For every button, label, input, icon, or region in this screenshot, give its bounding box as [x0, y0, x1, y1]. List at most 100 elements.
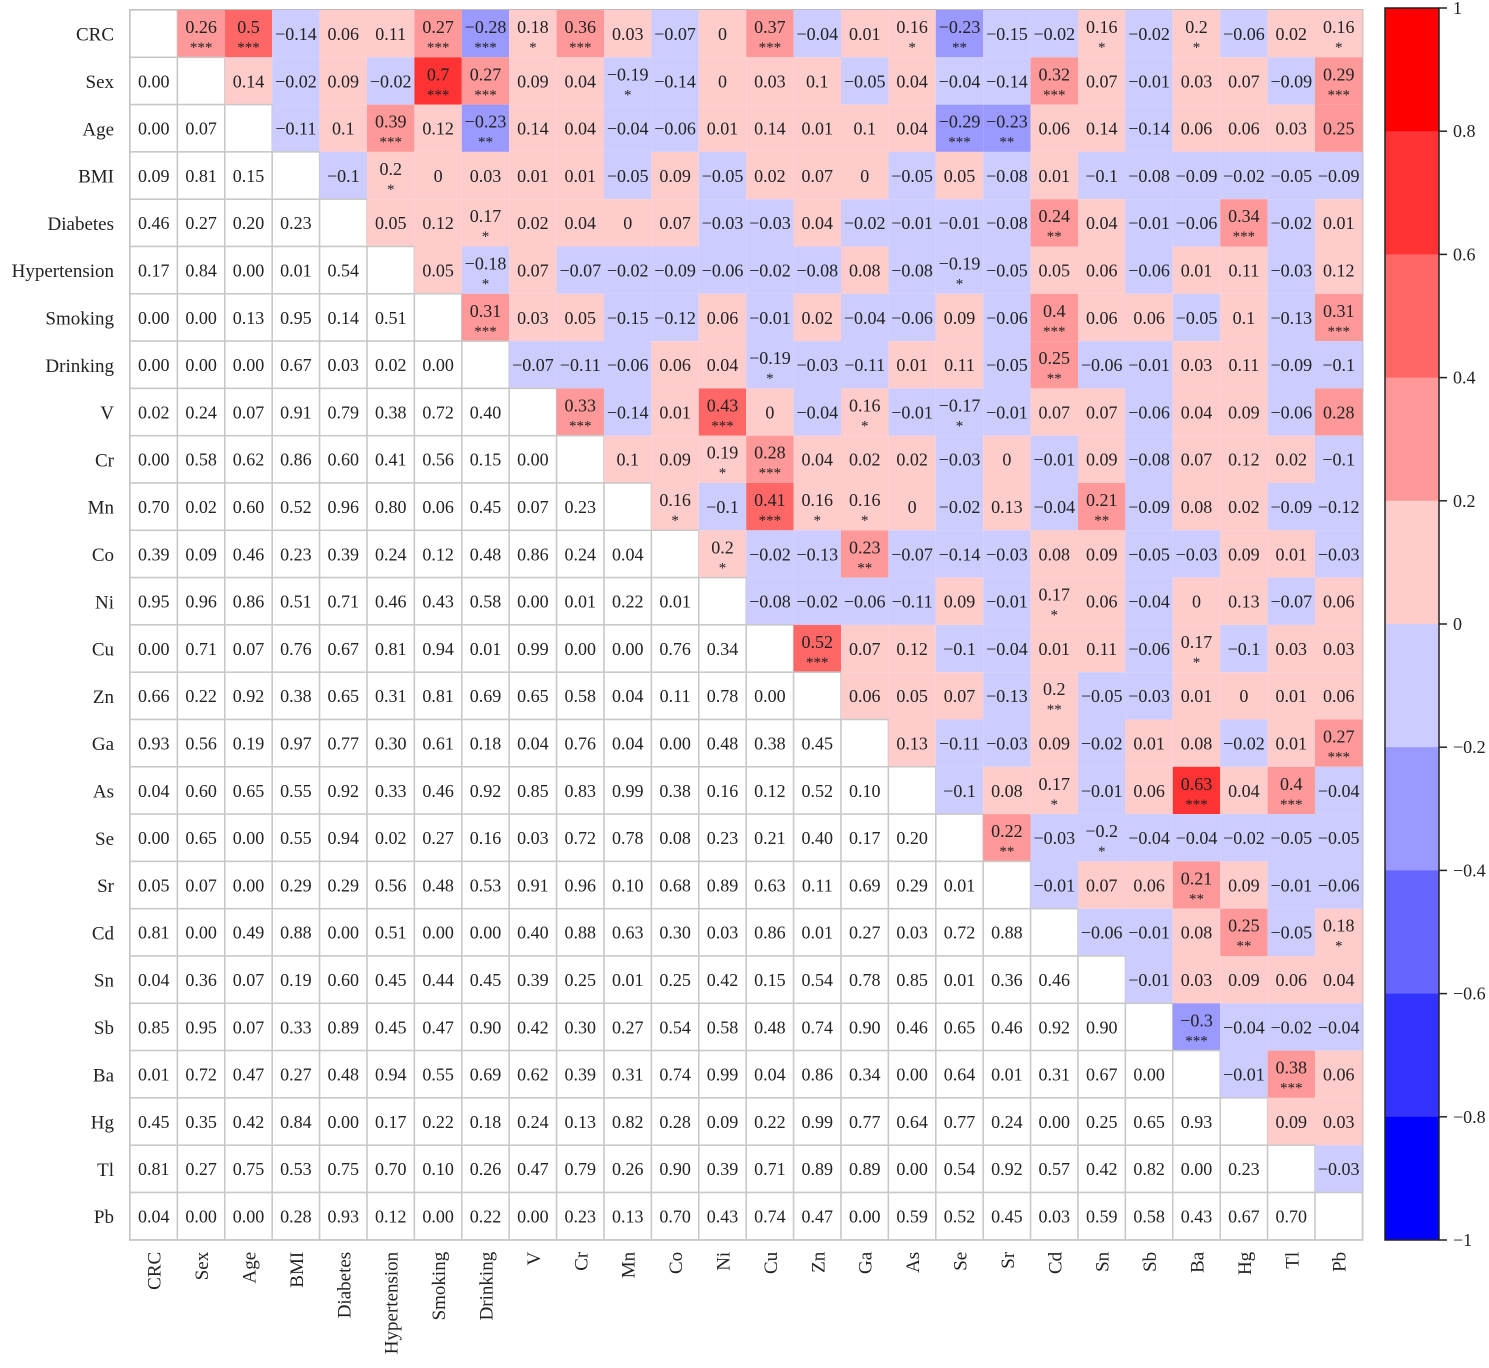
pvalue-Co-Age: 0.46	[233, 544, 265, 564]
pvalue-Ba-Hypertension: 0.94	[375, 1065, 407, 1085]
corr-value-Cr-Ba: 0.07	[1181, 450, 1213, 470]
corr-cell-CRC-Mn	[604, 10, 652, 58]
corr-value-Cr-Co: 0.09	[659, 450, 691, 470]
pvalue-cell-Cu-Drinking	[461, 624, 510, 673]
pvalue-Sb-BMI: 0.33	[280, 1017, 312, 1037]
corr-value-Hypertension-As: −0.08	[891, 261, 933, 281]
pvalue-cell-Tl-BMI	[271, 1144, 321, 1194]
corr-value-Zn-Hg: 0	[1239, 686, 1248, 706]
pvalue-Cu-BMI: 0.76	[280, 639, 312, 659]
pvalue-Pb-Sr: 0.45	[991, 1207, 1023, 1227]
pvalue-cell-Cd-Zn	[792, 907, 842, 957]
corr-value-Cr-Sr: 0	[1002, 450, 1011, 470]
row-label-Ga: Ga	[92, 734, 115, 755]
pvalue-cell-Mn-Smoking	[413, 482, 463, 532]
row-label-Sn: Sn	[94, 971, 115, 992]
pvalue-Hg-Co: 0.28	[659, 1112, 691, 1132]
pvalue-cell-As-Ni	[698, 766, 747, 815]
pvalue-Ga-BMI: 0.97	[280, 734, 312, 754]
corr-cell-Mn-As	[888, 483, 936, 531]
significance-mark-Sex-Mn: *	[624, 87, 632, 103]
pvalue-Smoking-CRC: 0.00	[138, 308, 170, 328]
pvalue-cell-Sb-BMI	[271, 1002, 321, 1052]
corr-value-V-Sb: −0.06	[1128, 402, 1170, 422]
corr-cell-Ga-Tl	[1267, 719, 1315, 767]
pvalue-Hg-Ba: 0.93	[1181, 1112, 1213, 1132]
pvalue-cell-Tl-Sb	[1124, 1144, 1174, 1194]
pvalue-cell-Cu-Sex	[176, 624, 226, 673]
pvalue-cell-Cu-Mn	[603, 624, 653, 673]
pvalue-As-Ga: 0.10	[849, 781, 881, 801]
corr-value-Ni-Hg: 0.13	[1228, 592, 1260, 612]
corr-cell-Smoking-Cu	[746, 293, 794, 342]
pvalue-Pb-Ni: 0.43	[707, 1207, 739, 1227]
corr-value-Age-Ni: 0.01	[707, 119, 739, 139]
significance-mark-Ba-Tl: ***	[1280, 1081, 1303, 1097]
pvalue-Sn-Drinking: 0.45	[470, 970, 502, 990]
pvalue-cell-Drinking-CRC	[129, 340, 179, 390]
pvalue-As-Cr: 0.83	[565, 781, 597, 801]
corr-value-CRC-Age: 0.5	[237, 17, 260, 37]
corr-cell-BMI-Hypertension	[367, 151, 415, 200]
pvalue-Ba-Se: 0.64	[944, 1065, 976, 1085]
row-label-Sr: Sr	[97, 876, 115, 897]
pvalue-Pb-Diabetes: 0.93	[328, 1207, 360, 1227]
pvalue-Ba-Sb: 0.00	[1133, 1065, 1165, 1085]
significance-mark-Se-Sn: *	[1098, 844, 1106, 860]
corr-value-Drinking-Ga: −0.11	[844, 355, 885, 375]
pvalue-cell-Ba-Mn	[603, 1049, 653, 1099]
pvalue-Cu-Cr: 0.00	[565, 639, 597, 659]
corr-cell-Cu-Tl	[1267, 624, 1315, 673]
corr-value-V-As: −0.01	[891, 402, 933, 422]
corr-cell-Age-Ga	[841, 104, 889, 152]
corr-cell-Ni-Pb	[1315, 577, 1363, 625]
pvalue-Sr-As: 0.29	[896, 875, 928, 895]
col-label-Hypertension: Hypertension	[382, 1251, 403, 1354]
pvalue-Ba-As: 0.00	[896, 1065, 928, 1085]
pvalue-Hg-Diabetes: 0.00	[328, 1112, 360, 1132]
row-label-V: V	[100, 403, 114, 424]
corr-value-V-Hg: 0.09	[1228, 402, 1260, 422]
pvalue-Mn-Drinking: 0.45	[470, 497, 502, 517]
corr-cell-Sex-Sr	[983, 57, 1031, 105]
corr-value-Sn-Ba: 0.03	[1181, 970, 1213, 990]
row-label-Cu: Cu	[92, 640, 115, 661]
corr-value-Zn-Sr: −0.13	[986, 686, 1028, 706]
pvalue-BMI-Age: 0.15	[233, 166, 265, 186]
col-label-Cr: Cr	[571, 1251, 592, 1271]
pvalue-Tl-Cu: 0.71	[754, 1159, 786, 1179]
corr-value-Diabetes-Co: 0.07	[659, 213, 691, 233]
corr-cell-Co-Se	[935, 530, 984, 578]
pvalue-Pb-Zn: 0.47	[802, 1207, 834, 1227]
corr-cell-Cd-Tl	[1267, 908, 1315, 956]
pvalue-Sn-CRC: 0.04	[138, 970, 170, 990]
corr-cell-BMI-Tl	[1267, 151, 1315, 200]
pvalue-cell-V-Diabetes	[318, 387, 368, 437]
pvalue-Sb-Ni: 0.58	[707, 1017, 739, 1037]
diagonal-cell-Sn	[1077, 955, 1127, 1005]
significance-mark-CRC-Sex: ***	[190, 40, 213, 56]
corr-cell-BMI-Cr	[556, 151, 604, 200]
corr-value-Mn-Zn: 0.16	[802, 490, 834, 510]
corr-cell-V-Cu	[746, 388, 794, 436]
corr-value-Sex-Co: −0.14	[654, 71, 696, 91]
pvalue-cell-Ni-CRC	[129, 576, 179, 626]
corr-value-CRC-Cu: 0.37	[754, 17, 786, 37]
pvalue-cell-Ga-Mn	[603, 718, 653, 768]
colorbar-segment-0	[1385, 8, 1439, 132]
corr-value-Zn-Sb: −0.03	[1128, 686, 1170, 706]
pvalue-cell-As-Co	[650, 766, 700, 815]
pvalue-Zn-Co: 0.11	[660, 686, 691, 706]
diagonal-cell-Tl	[1266, 1144, 1316, 1194]
corr-value-Smoking-V: 0.03	[517, 308, 549, 328]
corr-cell-V-Cr	[556, 388, 604, 436]
corr-value-Drinking-Cu: −0.19	[749, 348, 791, 368]
corr-value-Mn-As: 0	[908, 497, 917, 517]
pvalue-As-Ni: 0.16	[707, 781, 739, 801]
pvalue-cell-Ba-Co	[650, 1049, 700, 1099]
corr-cell-Age-Drinking	[461, 104, 510, 152]
pvalue-Tl-Sex: 0.27	[185, 1159, 217, 1179]
significance-mark-Sex-Smoking: ***	[427, 87, 450, 103]
col-label-BMI: BMI	[287, 1252, 308, 1288]
corr-cell-Mn-Sb	[1125, 483, 1173, 531]
